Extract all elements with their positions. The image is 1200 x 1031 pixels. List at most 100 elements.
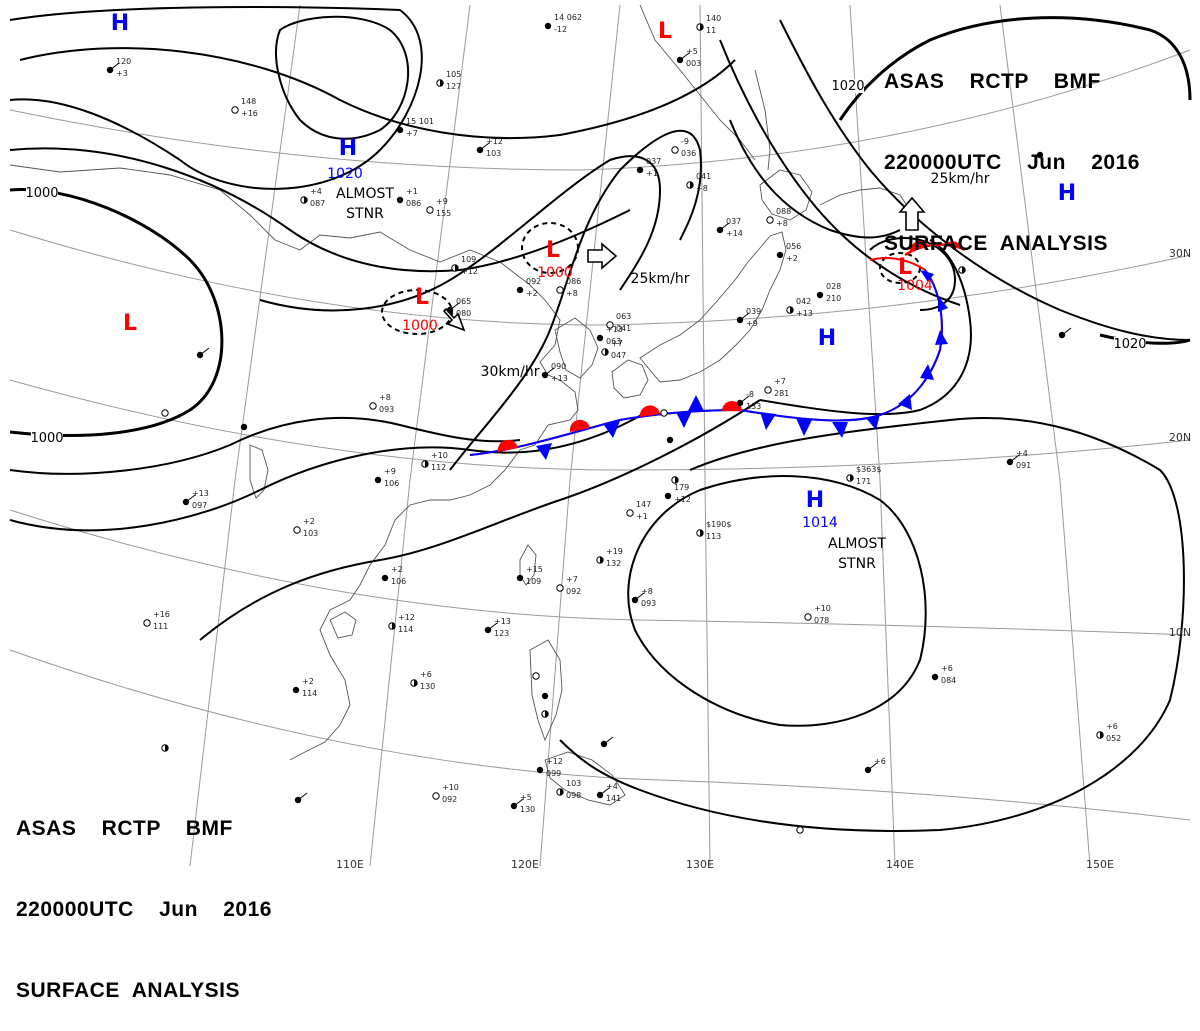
station-obs-value: 037 <box>646 157 661 166</box>
station-marker <box>292 686 300 694</box>
station-marker-half <box>455 264 459 272</box>
wind-barb <box>739 312 750 321</box>
station-obs-value: +7 <box>774 377 786 386</box>
wind-barb <box>603 736 614 745</box>
station-obs-value: +13 <box>796 309 813 318</box>
latitude-label: 20N <box>1169 431 1191 444</box>
front-line-cold <box>469 269 943 456</box>
center-motion-note: ALMOST <box>828 536 886 552</box>
station-obs-value: 041 <box>616 324 631 333</box>
station-marker <box>766 216 774 224</box>
station-obs-value: 127 <box>446 82 461 91</box>
station-obs-value: 15 101 <box>406 117 434 126</box>
station-obs-value: 103 <box>486 149 501 158</box>
station-marker-half <box>700 529 704 537</box>
isobar-label-bg <box>31 431 63 445</box>
station-marker <box>381 574 389 582</box>
station-obs-value: +16 <box>241 109 258 118</box>
station-marker <box>161 409 169 417</box>
isobar-1016-southeast-loop <box>627 475 927 727</box>
isobar-label-bg <box>26 186 58 200</box>
longitude-line-150e <box>849 4 896 867</box>
station-obs-value: 092 <box>442 795 457 804</box>
longitude-label: 140E <box>886 858 914 871</box>
station-obs-value: -9 <box>681 137 689 146</box>
isobar-1004-central <box>259 155 662 312</box>
cold-front-symbol <box>796 418 812 436</box>
isobar-1008-central <box>9 417 521 475</box>
station-marker <box>776 251 784 259</box>
station-obs-value: +2 <box>526 289 538 298</box>
korea-coast <box>554 317 599 379</box>
station-marker-half <box>425 460 429 468</box>
station-obs-value: 155 <box>436 209 451 218</box>
cold-front-symbol <box>536 443 552 460</box>
station-marker <box>541 692 549 700</box>
isobar-1012-pacific-big <box>559 417 1185 832</box>
station-marker <box>556 286 564 294</box>
isobar-1004-west <box>9 147 631 273</box>
motion-arrows <box>442 196 926 332</box>
station-marker <box>660 409 668 417</box>
station-obs-value: 028 <box>826 282 841 291</box>
wind-barb <box>739 395 750 404</box>
header-line-title: SURFACE ANALYSIS <box>16 979 240 1002</box>
station-marker <box>536 766 544 774</box>
low-pressure-center: L <box>658 19 672 44</box>
station-obs-value: 103 <box>303 529 318 538</box>
isobar-1016-high-north <box>9 6 423 190</box>
station-obs-value: +7 <box>566 575 578 584</box>
wind-barb <box>634 592 645 601</box>
center-motion-note: STNR <box>838 556 876 572</box>
cold-front-symbol <box>920 364 934 380</box>
station-obs-value: 092 <box>526 277 541 286</box>
motion-speed-label: 25km/hr <box>931 171 990 187</box>
station-obs-value: +8 <box>696 184 708 193</box>
station-marker <box>544 22 552 30</box>
station-marker <box>796 826 804 834</box>
station-obs-value: 132 <box>606 559 621 568</box>
station-obs-value: 086 <box>566 277 581 286</box>
center-pressure-value: 1020 <box>327 166 363 182</box>
station-marker <box>666 436 674 444</box>
isobar-1004-northeast-low <box>869 237 957 311</box>
longitude-label: 130E <box>686 858 714 871</box>
station-obs-value: +16 <box>153 610 170 619</box>
station-obs-value: 037 <box>726 217 741 226</box>
center-pressure-value: 1014 <box>802 515 838 531</box>
high-pressure-center: H <box>818 326 836 351</box>
latitude-line-10n <box>9 509 1191 636</box>
station-marker-half <box>304 196 308 204</box>
isobar-1020-east-long <box>838 16 1192 121</box>
station-obs-value: 210 <box>826 294 841 303</box>
isobar-1016-east-loop <box>779 19 1191 341</box>
station-marker <box>636 166 644 174</box>
station-obs-value: 111 <box>153 622 168 631</box>
cold-front-symbol <box>688 395 704 411</box>
station-marker <box>396 126 404 134</box>
isobar-1020-east <box>1099 333 1191 345</box>
station-obs-value: +12 <box>461 267 478 276</box>
warm-front-symbol <box>910 240 928 251</box>
wind-barb <box>297 792 308 801</box>
wind-barb <box>449 302 460 311</box>
station-obs-value: 140 <box>706 14 721 23</box>
station-obs-value: 112 <box>431 463 446 472</box>
station-obs-value: +6 <box>874 757 886 766</box>
station-marker <box>606 321 614 329</box>
station-marker <box>556 584 564 592</box>
station-obs-value: +9 <box>384 467 396 476</box>
low-pressure-center: L <box>415 285 429 310</box>
station-obs-value: +4 <box>1016 449 1028 458</box>
longitude-label: 150E <box>1086 858 1114 871</box>
cold-front-symbol <box>920 270 934 282</box>
wind-barb <box>1009 454 1020 463</box>
low-pressure-center: L <box>123 311 137 336</box>
warm-front-symbol <box>497 439 518 452</box>
japan-honshu-coast <box>639 231 787 383</box>
station-obs-value: +3 <box>116 69 128 78</box>
russia-far-east-coast <box>639 4 756 161</box>
high-pressure-center: H <box>111 11 129 36</box>
frontal-system <box>469 240 966 460</box>
luzon-coast <box>529 639 563 742</box>
